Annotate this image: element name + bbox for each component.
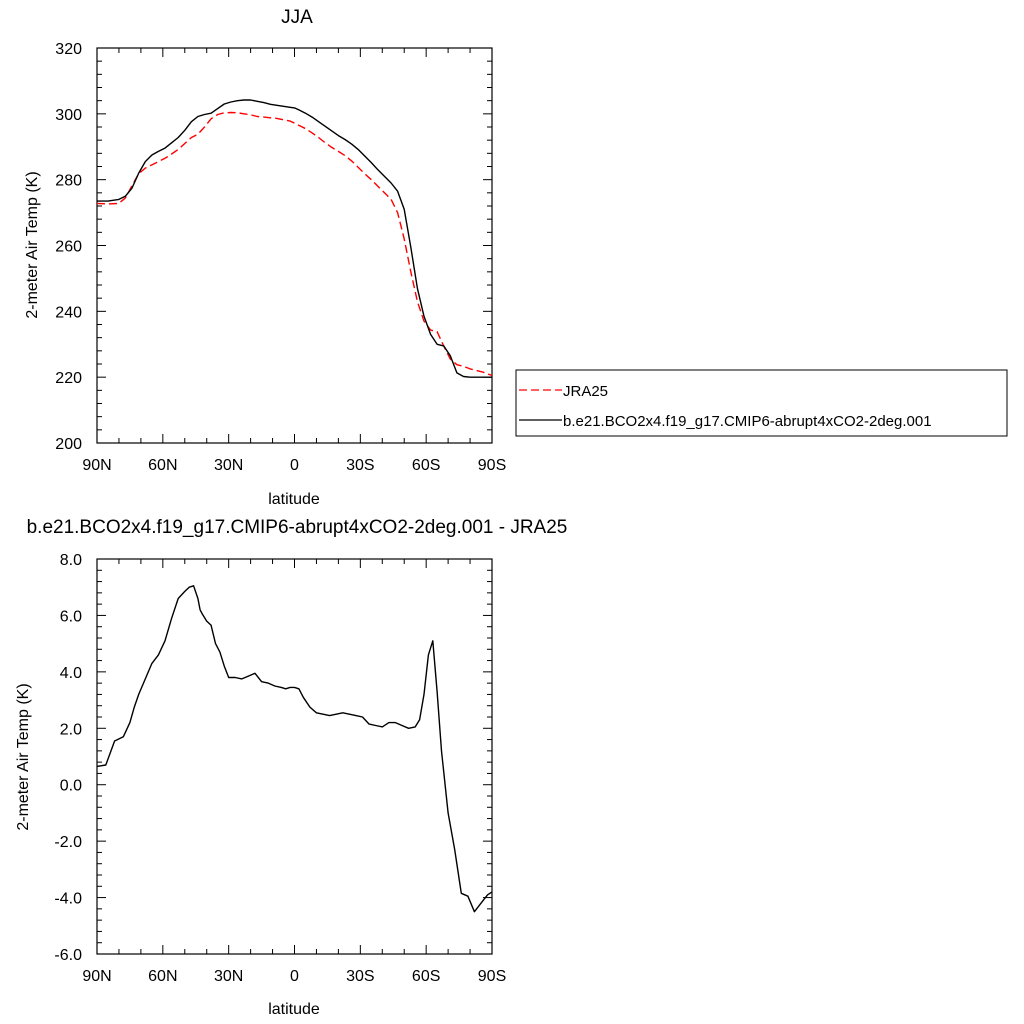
bottom-y-tick-label: -2.0 xyxy=(54,834,82,851)
top-y-tick-label: 240 xyxy=(55,304,82,321)
top-panel: JJA 90N 60N 30N 0 30S 60S 90S 200 220 240 260 280 30… xyxy=(24,7,1008,508)
bottom-series-lines xyxy=(96,585,493,913)
top-series-line-0 xyxy=(96,111,493,377)
top-x-tick-label: 60N xyxy=(148,457,177,474)
bottom-y-tick-label: 8.0 xyxy=(60,552,82,569)
bottom-plot-frame xyxy=(96,558,493,955)
bottom-chart-title: b.e21.BCO2x4.f19_g17.CMIP6-abrupt4xCO2-2… xyxy=(27,517,568,538)
bottom-x-axis-label: latitude xyxy=(268,1001,320,1018)
bottom-y-tick-label: -4.0 xyxy=(54,891,82,908)
bottom-x-tick-label: 30S xyxy=(346,968,374,985)
top-series-lines xyxy=(96,99,493,378)
bottom-y-tick-label: 0.0 xyxy=(60,778,82,795)
top-y-axis-label: 2-meter Air Temp (K) xyxy=(24,171,41,318)
bottom-x-tick-label: 30N xyxy=(214,968,243,985)
bottom-x-tick-label: 60S xyxy=(412,968,440,985)
top-x-tick-label: 60S xyxy=(412,457,440,474)
top-y-tick-label: 300 xyxy=(55,107,82,124)
bottom-y-tick-label: -6.0 xyxy=(54,947,82,964)
top-y-tick-label: 260 xyxy=(55,239,82,256)
legend-box xyxy=(515,369,1008,437)
top-x-tick-label: 30S xyxy=(346,457,374,474)
bottom-x-tick-label: 60N xyxy=(148,968,177,985)
top-x-tick-label: 30N xyxy=(214,457,243,474)
top-chart-title: JJA xyxy=(281,7,313,28)
bottom-x-tick-label: 90S xyxy=(478,968,506,985)
bottom-y-tick-label: 2.0 xyxy=(60,721,82,738)
bottom-y-axis-label: 2-meter Air Temp (K) xyxy=(15,683,32,830)
top-series-line-1 xyxy=(97,99,492,378)
bottom-series-line-0 xyxy=(96,585,493,913)
top-x-axis-label: latitude xyxy=(268,491,320,508)
top-y-tick-label: 200 xyxy=(55,436,82,453)
bottom-axis-ticks: 90N 60N 30N 0 30S 60S 90S -6.0 -4.0 -2.0 0.0 2.0 4.0… xyxy=(54,552,506,985)
bottom-x-tick-label: 0 xyxy=(290,968,299,985)
top-y-tick-label: 220 xyxy=(55,370,82,387)
legend-label-model: b.e21.BCO2x4.f19_g17.CMIP6-abrupt4xCO2-2… xyxy=(563,413,932,430)
top-legend: JRA25 b.e21.BCO2x4.f19_g17.CMIP6-abrupt4… xyxy=(515,369,1008,437)
top-x-tick-label: 0 xyxy=(290,457,299,474)
bottom-panel: b.e21.BCO2x4.f19_g17.CMIP6-abrupt4xCO2-2… xyxy=(15,517,567,1018)
top-y-tick-label: 280 xyxy=(55,173,82,190)
top-x-tick-label: 90S xyxy=(478,457,506,474)
top-y-tick-label: 320 xyxy=(55,41,82,58)
bottom-x-tick-label: 90N xyxy=(82,968,111,985)
bottom-y-tick-label: 6.0 xyxy=(60,608,82,625)
bottom-y-tick-label: 4.0 xyxy=(60,665,82,682)
top-x-tick-label: 90N xyxy=(82,457,111,474)
top-axis-ticks: 90N 60N 30N 0 30S 60S 90S 200 220 240 260 280 300 320 xyxy=(55,41,506,474)
legend-label-jra25: JRA25 xyxy=(563,383,608,400)
